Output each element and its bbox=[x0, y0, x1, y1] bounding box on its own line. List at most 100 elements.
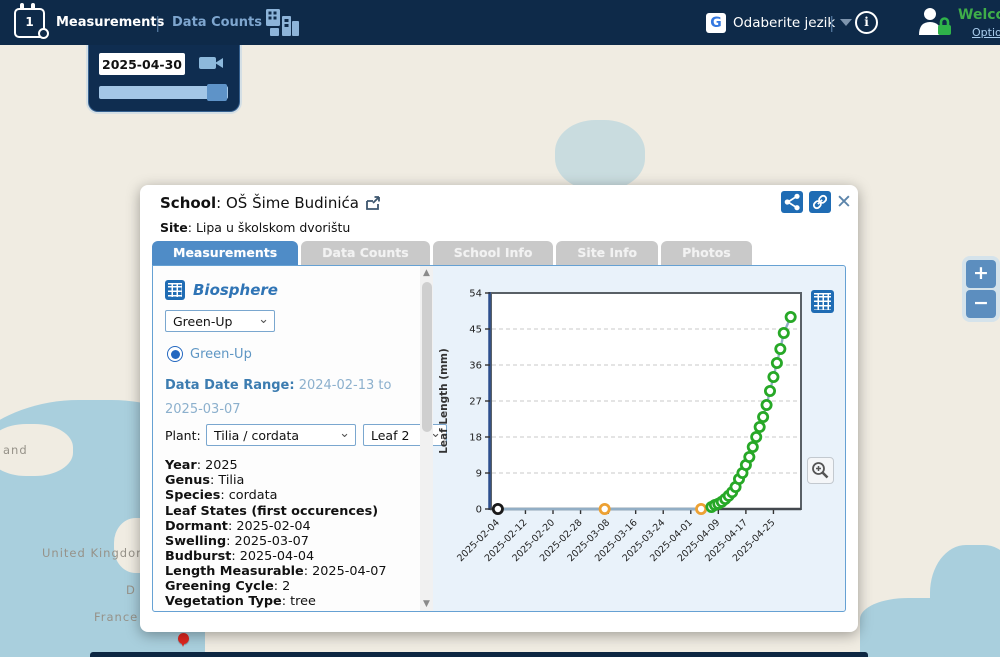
scrollbar-thumb[interactable] bbox=[421, 282, 432, 432]
map-water bbox=[930, 545, 1000, 657]
nav-data-counts[interactable]: Data Counts bbox=[172, 15, 263, 30]
data-point-budburst[interactable] bbox=[695, 502, 708, 515]
chevron-down-icon[interactable] bbox=[840, 19, 852, 26]
bottom-toolbar-edge bbox=[90, 652, 868, 657]
data-point-swelling[interactable] bbox=[598, 502, 611, 515]
google-icon: G bbox=[706, 12, 726, 33]
plant-label: Plant: bbox=[165, 428, 201, 443]
external-link-icon[interactable] bbox=[365, 196, 381, 215]
close-icon[interactable]: ✕ bbox=[836, 191, 852, 213]
greenup-radio-label: Green-Up bbox=[190, 346, 252, 362]
plant-details-row: Species: cordata bbox=[165, 488, 278, 504]
data-point-green-up-leaf-length[interactable] bbox=[763, 385, 776, 398]
tab-site-info[interactable]: Site Info bbox=[556, 241, 659, 265]
cycle-info: Greening Cycle: 2 Vegetation Type: tree bbox=[165, 579, 410, 609]
y-tick-label: 54 bbox=[469, 289, 482, 300]
data-point-green-up-leaf-length[interactable] bbox=[770, 357, 783, 370]
site-name: Lipa u školskom dvorištu bbox=[195, 220, 351, 235]
data-point-green-up-leaf-length[interactable] bbox=[760, 398, 773, 411]
map-zoom-out-button[interactable]: − bbox=[966, 290, 996, 318]
greenup-radio-row: Green-Up bbox=[167, 346, 252, 362]
date-range-label: Data Date Range: bbox=[165, 378, 295, 393]
user-lock-icon[interactable] bbox=[916, 5, 956, 41]
data-point-green-up-leaf-length[interactable] bbox=[767, 371, 780, 384]
extras-row: Greening Cycle: 2 bbox=[165, 579, 291, 594]
map-label: and bbox=[3, 443, 28, 457]
data-table-icon[interactable] bbox=[811, 290, 834, 313]
y-tick-label: 0 bbox=[476, 505, 482, 516]
leaf-states-title: Leaf States (first occurences) bbox=[165, 504, 379, 519]
data-point-green-up-leaf-length[interactable] bbox=[757, 410, 770, 423]
protocol-select[interactable]: Green-Up bbox=[165, 309, 275, 332]
map-label: United Kingdom bbox=[42, 546, 149, 560]
calendar-icon: 1 bbox=[14, 2, 49, 39]
plant-details: Year: 2025 Genus: Tilia Species: cordata bbox=[165, 458, 410, 503]
data-point-green-up-leaf-length[interactable] bbox=[746, 440, 759, 453]
data-point-green-up-leaf-length[interactable] bbox=[777, 327, 790, 340]
y-tick-label: 27 bbox=[469, 397, 482, 408]
sphere-header: Biosphere bbox=[165, 280, 278, 300]
extras-row: Vegetation Type: tree bbox=[165, 594, 316, 610]
data-point-green-up-leaf-length[interactable] bbox=[774, 343, 787, 356]
link-icon[interactable] bbox=[809, 191, 831, 213]
map-label: France bbox=[94, 610, 139, 624]
site-label: Site bbox=[160, 220, 188, 235]
video-camera-icon[interactable] bbox=[199, 57, 223, 69]
data-point-dormant[interactable] bbox=[491, 502, 504, 515]
protocol-panel: Biosphere Green-Up Green-Up Data Date Ra… bbox=[153, 266, 447, 611]
welcome-label: Welco bbox=[958, 6, 1000, 23]
site-title: Site: Lipa u školskom dvorištu bbox=[160, 220, 351, 235]
school-title: School: OŠ Šime Budinića bbox=[160, 194, 381, 215]
plant-details-row: Year: 2025 bbox=[165, 458, 238, 473]
leaf-states-row: Length Measurable: 2025-04-07 bbox=[165, 564, 387, 580]
map-label: D bbox=[126, 583, 136, 597]
leaf-length-chart: 0918273645542025-02-042025-02-122025-02-… bbox=[438, 289, 802, 564]
top-navigation-bar: 1 Measurements | Data Counts G Odaberite… bbox=[0, 0, 1000, 45]
map-zoom-control: + − bbox=[962, 256, 1000, 322]
plant-details-row: Genus: Tilia bbox=[165, 473, 245, 489]
share-icon[interactable] bbox=[781, 191, 803, 213]
school-name: OŠ Šime Budinića bbox=[225, 194, 359, 212]
scroll-down-arrow[interactable]: ▼ bbox=[423, 599, 430, 609]
nav-measurements[interactable]: Measurements bbox=[56, 15, 165, 30]
data-point-green-up-leaf-length[interactable] bbox=[743, 450, 756, 463]
date-slider-track[interactable] bbox=[99, 84, 228, 101]
plant-row: Plant: bbox=[165, 428, 201, 443]
tab-data-counts[interactable]: Data Counts bbox=[301, 241, 430, 265]
y-tick-label: 45 bbox=[469, 325, 482, 336]
data-point-green-up-leaf-length[interactable] bbox=[784, 311, 797, 324]
map-land-iceland bbox=[0, 424, 73, 476]
tab-school-info[interactable]: School Info bbox=[432, 241, 554, 265]
leaf-states-row: Budburst: 2025-04-04 bbox=[165, 549, 315, 565]
data-point-green-up-leaf-length[interactable] bbox=[753, 420, 766, 433]
date-slider-panel bbox=[88, 45, 240, 112]
tab-photos[interactable]: Photos bbox=[661, 241, 752, 265]
site-detail-modal: School: OŠ Šime Budinića Site: Lipa u šk… bbox=[140, 185, 858, 632]
leaf-states-row: Dormant: 2025-02-04 bbox=[165, 519, 311, 535]
greenup-radio[interactable] bbox=[167, 346, 183, 362]
date-input[interactable] bbox=[99, 53, 185, 75]
plant-select[interactable]: Tilia / cordata bbox=[206, 423, 356, 446]
chart-zone: 0 9 18 27 36 45 54 2025-02-04 2025-02-12 2025-02-… bbox=[433, 266, 846, 611]
options-link[interactable]: Optio bbox=[972, 26, 1000, 39]
panel-scrollbar[interactable]: ▲ ▼ bbox=[420, 266, 433, 611]
y-tick-label: 18 bbox=[469, 433, 482, 444]
leaf-states: Leaf States (first occurences) Dormant: 2… bbox=[165, 504, 410, 579]
language-selector-label[interactable]: Odaberite jezik bbox=[733, 14, 836, 31]
magnifier-zoom-icon[interactable] bbox=[807, 457, 834, 484]
buildings-icon[interactable] bbox=[264, 7, 300, 38]
scroll-up-arrow[interactable]: ▲ bbox=[423, 268, 430, 278]
map-water bbox=[555, 120, 645, 190]
data-table-icon bbox=[165, 280, 185, 300]
date-slider-handle[interactable] bbox=[207, 84, 227, 101]
data-point-green-up-leaf-length[interactable] bbox=[750, 430, 763, 443]
divider: | bbox=[155, 13, 161, 32]
tab-measurements[interactable]: Measurements bbox=[152, 241, 299, 265]
info-icon[interactable]: i bbox=[855, 11, 878, 34]
data-date-range: Data Date Range: 2024-02-13 to 2025-03-0… bbox=[165, 374, 397, 422]
site-marker[interactable] bbox=[178, 633, 189, 647]
map-zoom-in-button[interactable]: + bbox=[966, 260, 996, 288]
measurements-content: Biosphere Green-Up Green-Up Data Date Ra… bbox=[152, 265, 846, 612]
leaf-states-row: Swelling: 2025-03-07 bbox=[165, 534, 309, 550]
